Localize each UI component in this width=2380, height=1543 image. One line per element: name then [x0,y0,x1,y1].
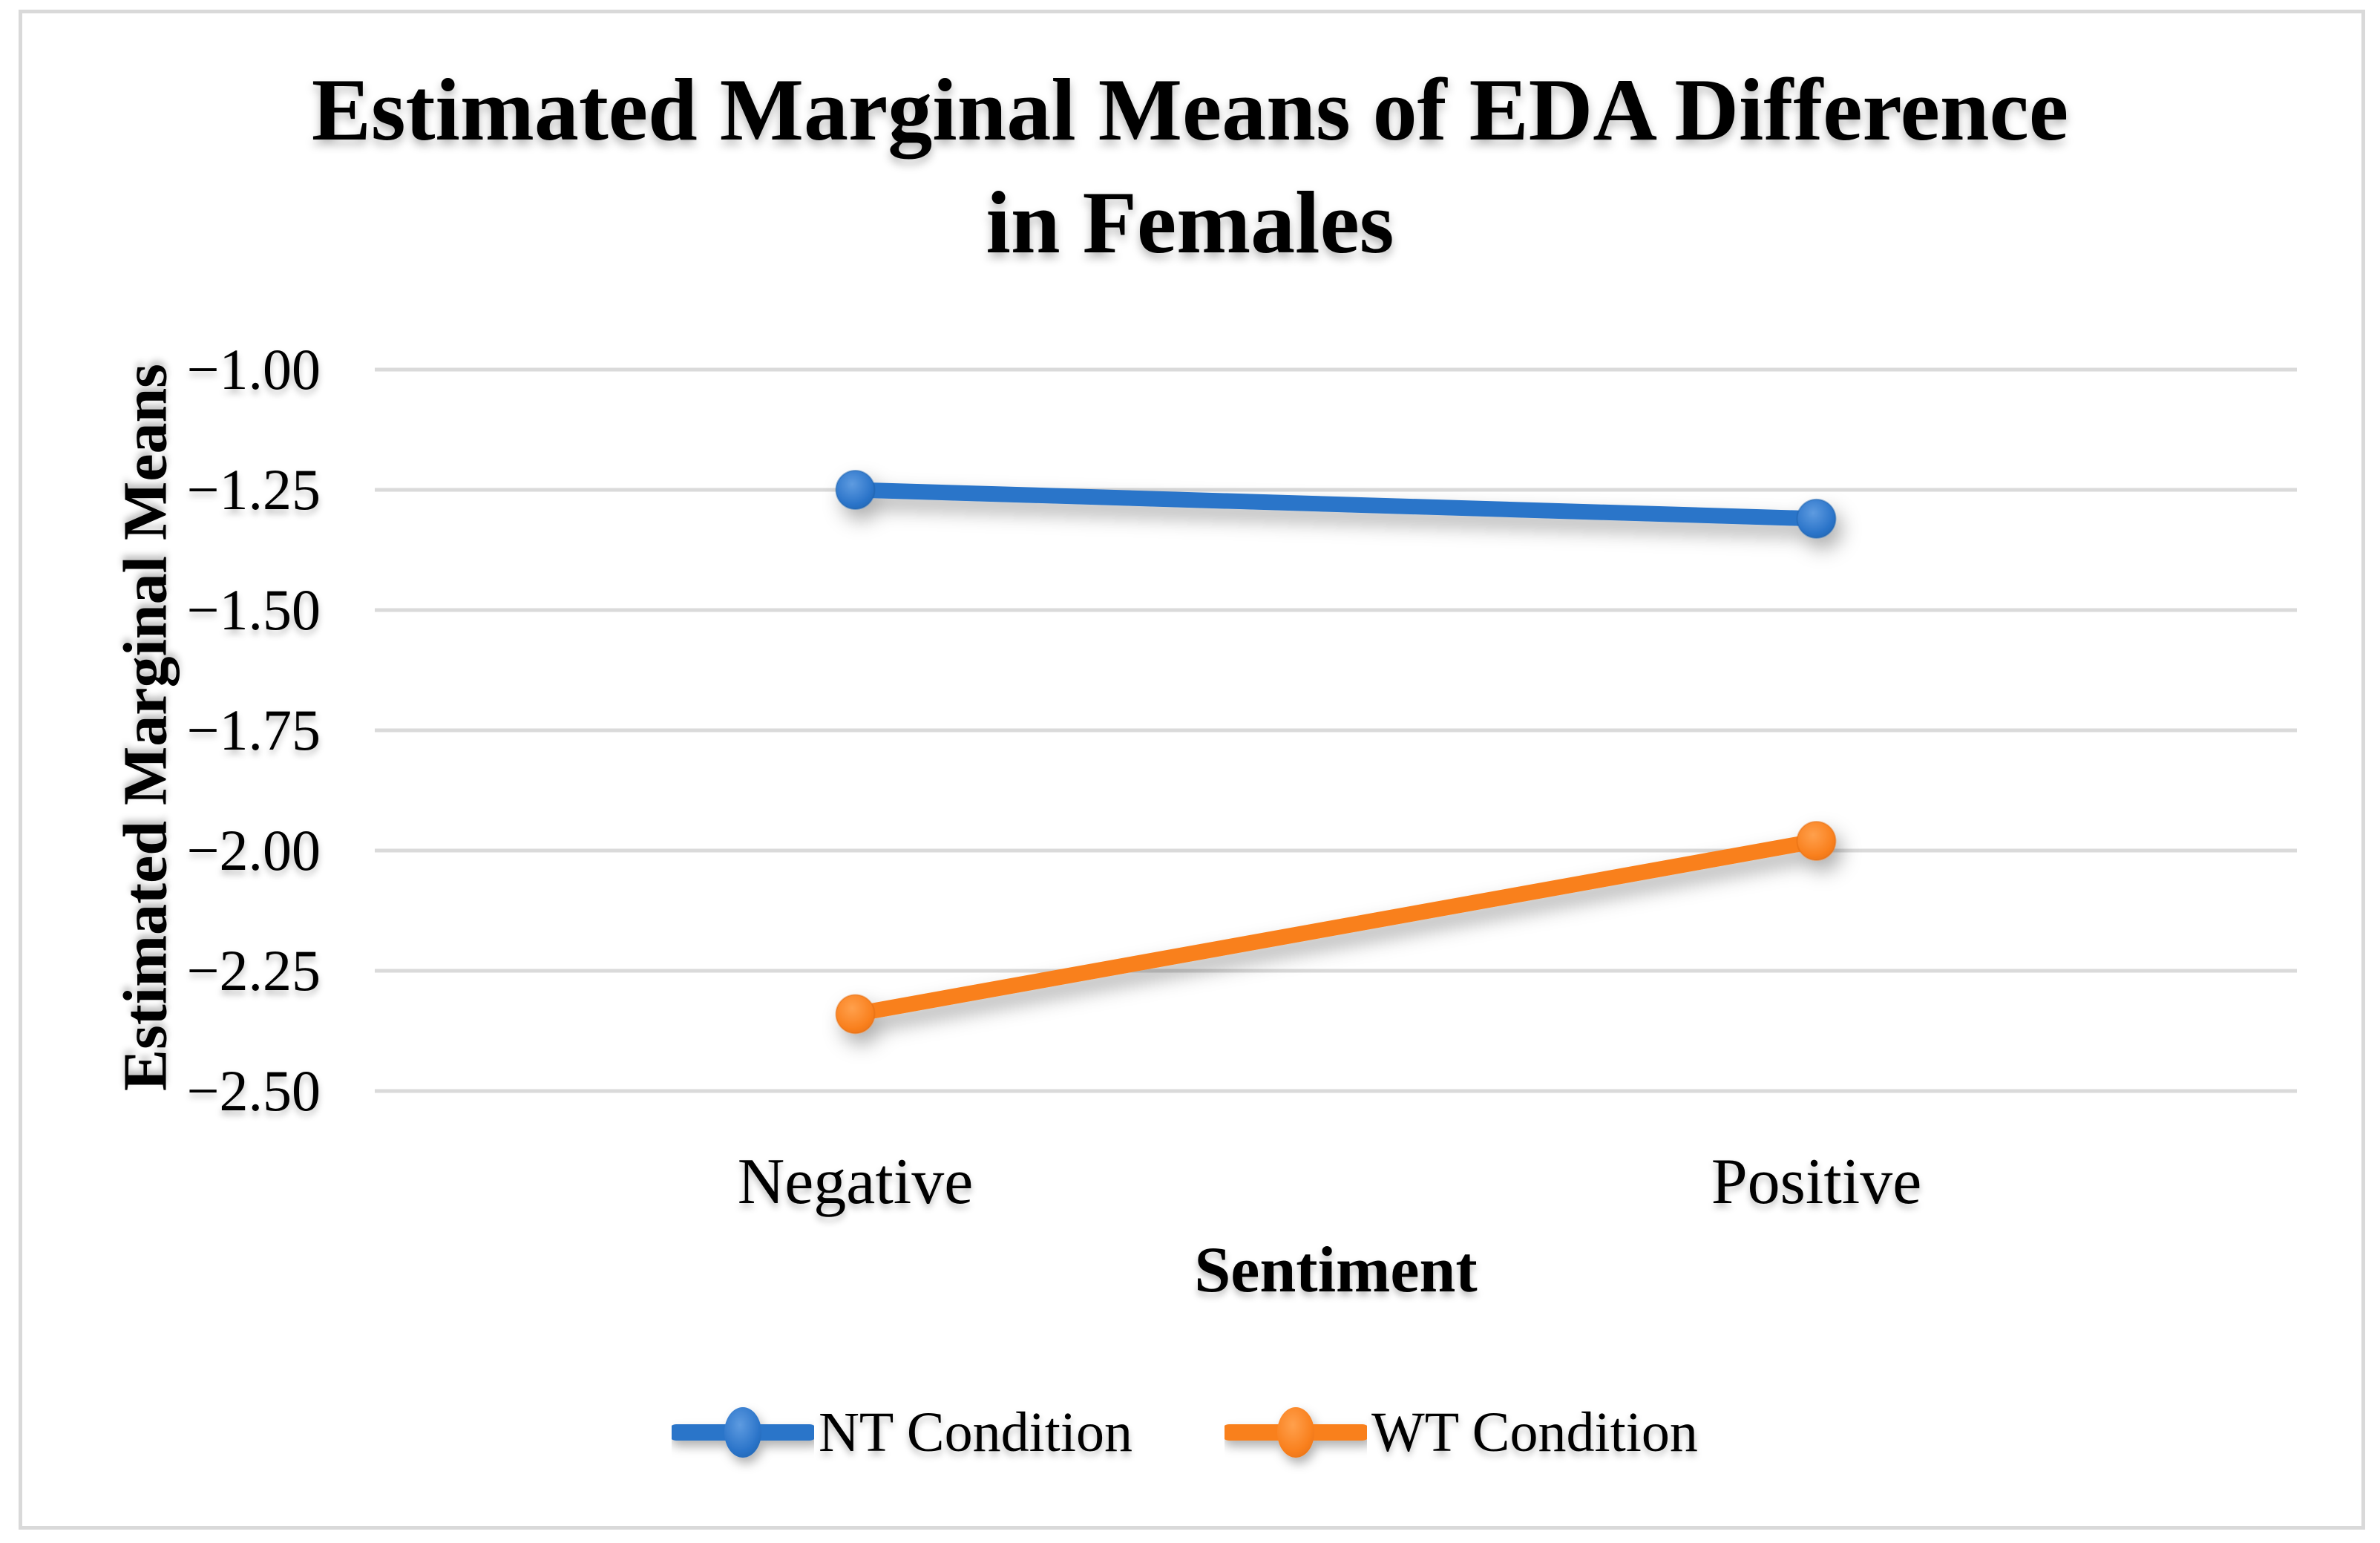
y-tick-label-4: −2.00 [186,818,321,882]
chart-title-line-1: Estimated Marginal Means of EDA Differen… [311,60,2069,159]
x-category-label-1: Positive [1711,1146,1922,1218]
chart-legend: NT Condition WT Condition [0,1391,2380,1474]
y-axis-title: Estimated Marginal Means [111,364,180,1091]
y-tick-label-6: −2.50 [186,1058,321,1123]
y-tick-label-5: −2.25 [186,938,321,1003]
chart-title: Estimated Marginal Means of EDA Differen… [0,53,2380,279]
series-line-1 [848,833,1824,1022]
y-tick-label-0: −1.00 [186,337,321,402]
legend-swatch-1 [1225,1407,1367,1458]
y-tick-label-3: −1.75 [186,698,321,762]
legend-item-1: WT Condition [1225,1391,1698,1474]
data-point-0-0 [835,470,876,510]
data-point-1-0 [835,994,876,1035]
series-line-0 [848,482,1824,527]
x-axis-title: Sentiment [1194,1234,1478,1306]
chart-title-line-2: in Females [986,173,1394,272]
y-tick-label-2: −1.50 [186,577,321,642]
legend-label-0: NT Condition [819,1401,1132,1464]
legend-swatch-group-1 [1225,1407,1367,1458]
data-point-1-1 [1796,821,1837,862]
legend-label-1: WT Condition [1371,1401,1698,1464]
data-point-0-1 [1796,498,1837,539]
gridlines [375,367,2297,1093]
legend-swatch-group-0 [672,1407,814,1458]
series-1 [835,821,1837,1035]
x-category-label-0: Negative [737,1146,974,1218]
legend-marker-0 [724,1407,761,1458]
legend-marker-1 [1277,1407,1314,1458]
y-tick-label-1: −1.25 [186,457,321,522]
legend-swatch-0 [672,1407,814,1458]
legend-item-0: NT Condition [672,1391,1132,1474]
series-0 [835,470,1837,539]
